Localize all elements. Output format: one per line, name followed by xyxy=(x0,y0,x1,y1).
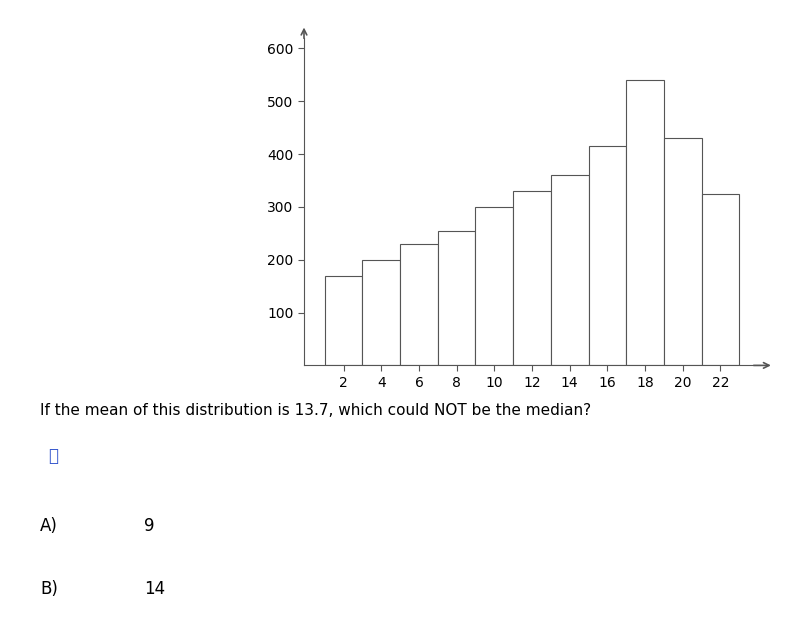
Bar xyxy=(475,207,513,365)
Text: B): B) xyxy=(40,580,58,598)
Bar xyxy=(664,138,702,365)
Text: 🔊: 🔊 xyxy=(48,447,58,466)
Bar xyxy=(513,191,551,365)
Bar xyxy=(551,175,589,365)
Text: If the mean of this distribution is 13.7, which could NOT be the median?: If the mean of this distribution is 13.7… xyxy=(40,403,591,418)
Text: 9: 9 xyxy=(144,517,154,535)
Text: 14: 14 xyxy=(144,580,165,598)
Text: A): A) xyxy=(40,517,58,535)
Bar xyxy=(626,80,664,365)
Bar xyxy=(325,275,362,365)
Bar xyxy=(702,193,739,365)
Bar xyxy=(362,260,400,365)
Bar xyxy=(400,244,438,365)
Bar xyxy=(589,146,626,365)
Bar xyxy=(438,231,475,365)
